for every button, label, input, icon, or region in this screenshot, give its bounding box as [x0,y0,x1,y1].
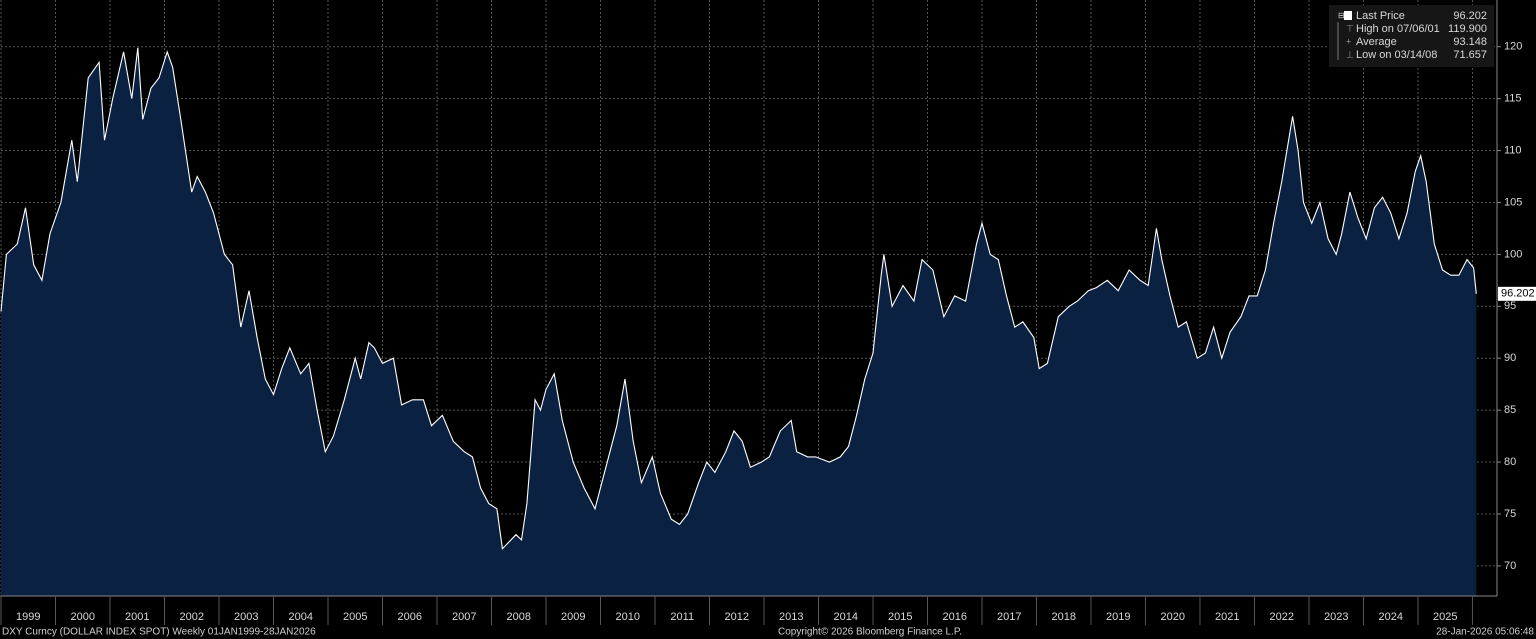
x-tick-label: 2011 [670,611,694,623]
x-tick-label: 2014 [833,611,857,623]
x-tick-label: 2001 [125,611,149,623]
x-tick-label: 2018 [1051,611,1075,623]
y-tick-label: 105 [1504,196,1522,208]
x-tick-label: 2006 [398,611,422,623]
legend-value: 96.202 [1453,10,1487,22]
y-tick-label: 75 [1504,508,1516,520]
x-tick-label: 2007 [452,611,476,623]
area-fill [1,47,1477,597]
legend-icon: ⊥ [1346,49,1354,59]
legend-value: 71.657 [1453,49,1487,61]
x-tick-label: 2025 [1433,611,1457,623]
x-tick-label: 2024 [1378,611,1402,623]
x-tick-label: 2023 [1324,611,1348,623]
x-tick-label: 2009 [561,611,585,623]
plot-area [0,0,1497,597]
x-tick-label: 2010 [615,611,639,623]
x-tick-label: 2020 [1160,611,1184,623]
price-line [0,47,1477,550]
x-tick-label: 2017 [997,611,1021,623]
footer-copyright: Copyright© 2026 Bloomberg Finance L.P. [778,627,962,638]
x-tick-label: 2003 [234,611,258,623]
y-tick-label: 95 [1504,300,1516,312]
y-tick-label: 100 [1504,248,1522,260]
y-tick-label: 90 [1504,352,1516,364]
x-tick-label: 2015 [888,611,912,623]
last-price-tag [1498,286,1536,301]
legend-value: 93.148 [1453,36,1487,48]
legend-icon: ⊤ [1346,23,1354,33]
footer-timestamp: 28-Jan-2026 05:06:48 [1436,627,1534,638]
legend-icon: + [1346,36,1351,46]
x-tick-label: 2004 [289,611,313,623]
y-tick-label: 70 [1504,560,1516,572]
x-tick-label: 2016 [942,611,966,623]
legend-value: 119.900 [1448,23,1487,35]
footer-security: DXY Curncy (DOLLAR INDEX SPOT) Weekly 01… [2,627,316,638]
y-tick-label: 80 [1504,456,1516,468]
y-tick-label: 85 [1504,404,1516,416]
legend-stats: High on 07/06/01 119.900 Average 93.148 Low … [1356,23,1487,61]
y-tick-label: 115 [1504,93,1522,105]
last-price-label: 96.202 [1501,288,1535,300]
x-tick-label: 2019 [1106,611,1130,623]
legend-box [1329,5,1494,67]
legend-label: Low on 03/14/08 [1356,49,1437,61]
x-tick-label: 2000 [71,611,95,623]
x-tick-label: 2002 [180,611,204,623]
legend-label: High on 07/06/01 [1356,23,1440,35]
x-tick-label: 2013 [779,611,803,623]
legend-icon: ⊟ [1338,11,1345,20]
x-tick-label: 2008 [506,611,530,623]
legend-label: Average [1356,36,1397,48]
y-tick-label: 110 [1504,144,1522,156]
x-tick-label: 1999 [16,611,40,623]
x-tick-label: 2022 [1269,611,1293,623]
x-tick-label: 2005 [343,611,367,623]
x-tick-label: 2012 [724,611,748,623]
legend-label: Last Price [1356,10,1405,22]
x-tick-label: 2021 [1215,611,1239,623]
y-tick-label: 120 [1504,41,1522,53]
legend-swatch [1344,11,1352,20]
